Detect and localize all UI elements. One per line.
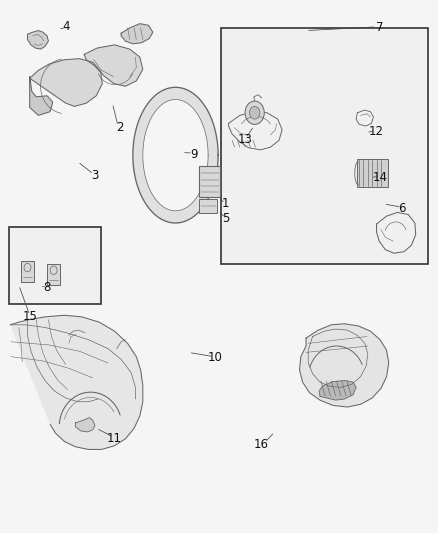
Text: 15: 15 [22, 310, 37, 324]
Text: 13: 13 [238, 133, 253, 146]
Polygon shape [229, 112, 282, 150]
Polygon shape [133, 87, 218, 223]
Polygon shape [30, 77, 53, 115]
Polygon shape [75, 418, 95, 432]
Text: 8: 8 [43, 281, 51, 294]
Text: 4: 4 [62, 20, 70, 34]
Text: 10: 10 [207, 351, 222, 364]
Bar [9, 227, 101, 304]
Polygon shape [356, 110, 374, 126]
Bar [47, 264, 60, 285]
Text: 16: 16 [254, 438, 269, 450]
Text: 1: 1 [222, 197, 229, 211]
Bar [221, 28, 428, 264]
Polygon shape [30, 59, 102, 107]
Bar [357, 159, 388, 187]
Text: 14: 14 [373, 171, 388, 184]
Circle shape [245, 101, 264, 124]
Polygon shape [377, 213, 416, 253]
Text: 7: 7 [376, 21, 384, 35]
Text: 11: 11 [107, 432, 122, 446]
Polygon shape [143, 100, 208, 211]
Bar [199, 166, 220, 197]
Circle shape [250, 107, 260, 119]
Polygon shape [300, 324, 389, 407]
Polygon shape [28, 30, 48, 49]
Text: 2: 2 [116, 121, 124, 134]
Polygon shape [10, 316, 143, 449]
Polygon shape [319, 381, 356, 400]
Text: 5: 5 [222, 212, 229, 225]
Bar [199, 199, 217, 214]
Text: 3: 3 [91, 169, 99, 182]
Text: 12: 12 [369, 125, 384, 138]
Text: 9: 9 [191, 148, 198, 160]
Polygon shape [121, 23, 153, 44]
Text: 6: 6 [398, 201, 406, 215]
Bar [21, 261, 34, 282]
Polygon shape [84, 45, 143, 86]
